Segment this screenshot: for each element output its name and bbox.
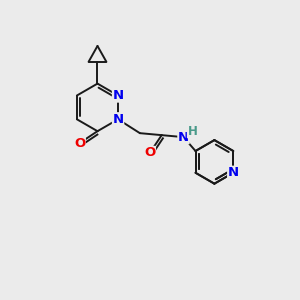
Text: N: N: [178, 130, 189, 144]
Text: H: H: [188, 125, 197, 138]
Text: O: O: [74, 136, 85, 150]
Text: N: N: [112, 113, 124, 126]
Text: N: N: [228, 166, 239, 179]
Text: N: N: [112, 89, 124, 102]
Text: O: O: [144, 146, 155, 160]
